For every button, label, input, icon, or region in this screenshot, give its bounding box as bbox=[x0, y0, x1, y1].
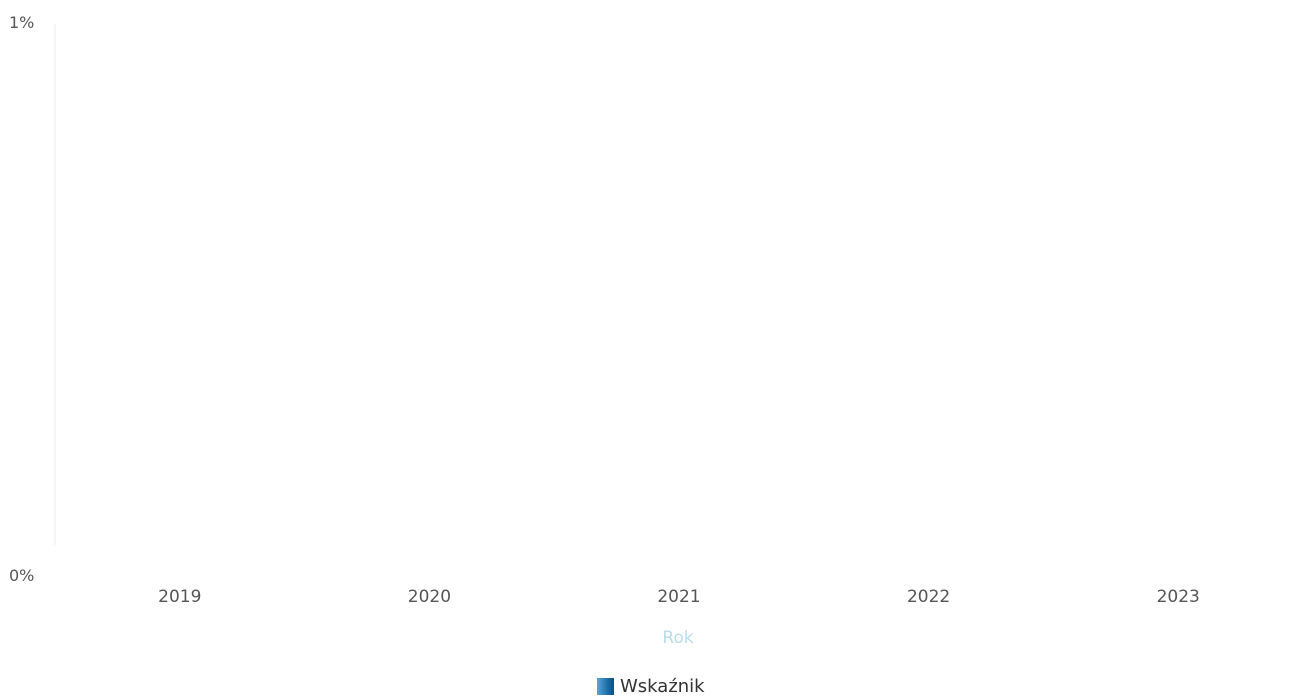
bar-chart: 1% 0% 2019 2020 2021 2022 2023 Rok bbox=[9, 13, 1200, 648]
x-tick-label-2022: 2022 bbox=[907, 587, 950, 607]
x-tick-labels: 2019 2020 2021 2022 2023 bbox=[158, 587, 1200, 607]
x-tick-label-2019: 2019 bbox=[158, 587, 201, 607]
legend-label-wskaznik: Wskaźnik bbox=[620, 675, 705, 697]
x-axis-title: Rok bbox=[662, 628, 693, 648]
y-tick-label-top: 1% bbox=[9, 13, 34, 32]
legend: Wskaźnik bbox=[597, 675, 705, 697]
x-tick-label-2020: 2020 bbox=[408, 587, 451, 607]
legend-swatch bbox=[597, 677, 614, 695]
x-tick-label-2023: 2023 bbox=[1157, 587, 1200, 607]
x-tick-label-2021: 2021 bbox=[657, 587, 700, 607]
y-tick-label-bottom: 0% bbox=[9, 566, 34, 585]
